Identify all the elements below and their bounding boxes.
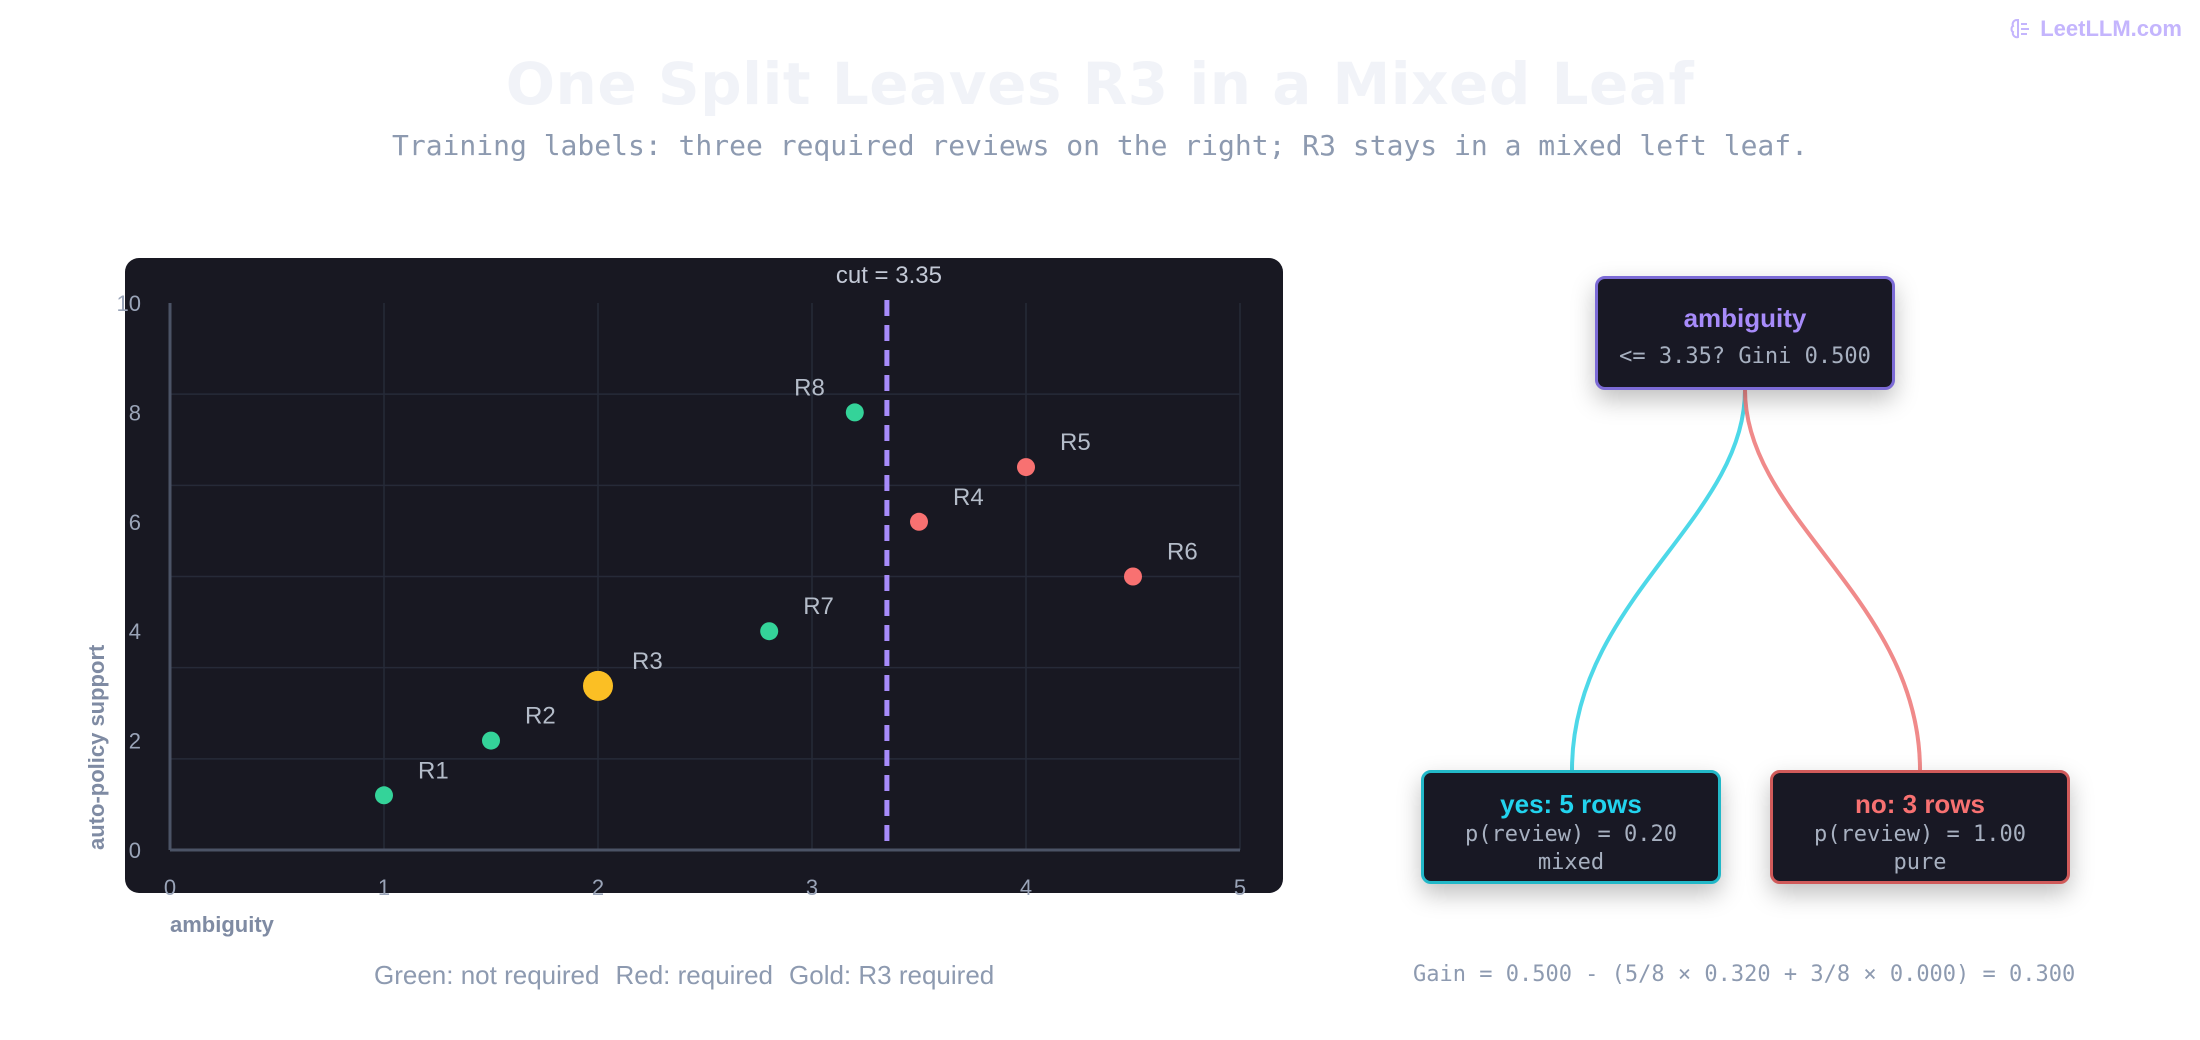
point-label: R8 — [794, 374, 825, 401]
chart-axes — [168, 303, 1240, 852]
edge-no — [1743, 389, 1922, 771]
point-r6 — [1124, 567, 1142, 586]
point-label: R2 — [525, 703, 556, 730]
brand-logo[interactable]: LeetLLM.com — [2008, 16, 2182, 42]
chart-grid — [170, 303, 1241, 850]
x-tick-label: 5 — [1234, 875, 1246, 900]
no-leaf-title: no: 3 rows — [1854, 789, 1985, 819]
no-leaf-prob: p(review) = 1.00 — [1814, 822, 2026, 847]
point-r5 — [1017, 458, 1035, 477]
point-r2 — [482, 731, 500, 750]
legend-caption: Green: not required Red: required Gold: R3… — [374, 960, 1010, 991]
page-subtitle: Training labels: three required reviews … — [391, 129, 1809, 162]
chart-panel — [125, 258, 1283, 893]
legend-green: Green: not required — [374, 960, 600, 990]
point-r3 — [583, 670, 613, 701]
point-r7 — [760, 622, 779, 641]
point-r4 — [910, 512, 928, 531]
x-tick-label: 4 — [1020, 875, 1032, 900]
point-label: R4 — [953, 484, 984, 511]
brand-text: LeetLLM.com — [2040, 16, 2182, 41]
y-tick-label: 4 — [129, 619, 141, 644]
no-leaf-purity: pure — [1893, 850, 1947, 875]
cut-line-group: cut = 3.35 — [836, 262, 942, 850]
root-node-title: ambiguity — [1683, 303, 1807, 333]
edge-yes — [1570, 389, 1747, 771]
legend-gold: Gold: R3 required — [789, 960, 995, 990]
y-tick-label: 0 — [129, 838, 141, 863]
x-axis-label: ambiguity — [170, 912, 274, 937]
brain-icon — [2010, 19, 2030, 39]
point-r1 — [375, 786, 393, 805]
y-tick-label: 2 — [129, 729, 141, 754]
tree-no-leaf: no: 3 rows p(review) = 1.00 pure — [1770, 770, 2070, 884]
point-label: R1 — [418, 757, 449, 784]
point-label: R5 — [1060, 429, 1091, 456]
chart-ticks: 0 1 2 3 4 5 0 2 4 6 8 10 — [117, 291, 1247, 900]
legend-red: Red: required — [615, 960, 774, 990]
cut-label: cut = 3.35 — [836, 262, 942, 289]
page-title: One Split Leaves R3 in a Mixed Leaf — [505, 50, 1695, 118]
x-tick-label: 3 — [806, 875, 818, 900]
yes-leaf-purity: mixed — [1537, 850, 1605, 875]
yes-leaf-title: yes: 5 rows — [1500, 789, 1642, 819]
root-node-detail: <= 3.35? Gini 0.500 — [1619, 344, 1871, 369]
y-axis-label: auto-policy support — [84, 644, 109, 850]
x-tick-label: 2 — [592, 875, 604, 900]
chart-points: R1 R2 R3 R7 R8 R4 R5 R6 — [375, 374, 1198, 805]
point-label: R6 — [1167, 539, 1198, 566]
tree-edges — [1570, 389, 1922, 771]
x-tick-label: 0 — [164, 875, 176, 900]
point-r8 — [845, 403, 864, 422]
y-tick-label: 8 — [129, 400, 141, 425]
point-label: R7 — [803, 593, 834, 620]
tree-yes-leaf: yes: 5 rows p(review) = 0.20 mixed — [1421, 770, 1721, 884]
y-tick-label: 6 — [129, 510, 141, 535]
yes-leaf-prob: p(review) = 0.20 — [1465, 822, 1677, 847]
tree-root-node: ambiguity <= 3.35? Gini 0.500 — [1595, 276, 1895, 390]
x-tick-label: 1 — [378, 875, 390, 900]
point-label: R3 — [632, 648, 663, 675]
gain-formula: Gain = 0.500 - (5/8 × 0.320 + 3/8 × 0.00… — [1413, 962, 2076, 987]
y-tick-label: 10 — [117, 291, 141, 316]
